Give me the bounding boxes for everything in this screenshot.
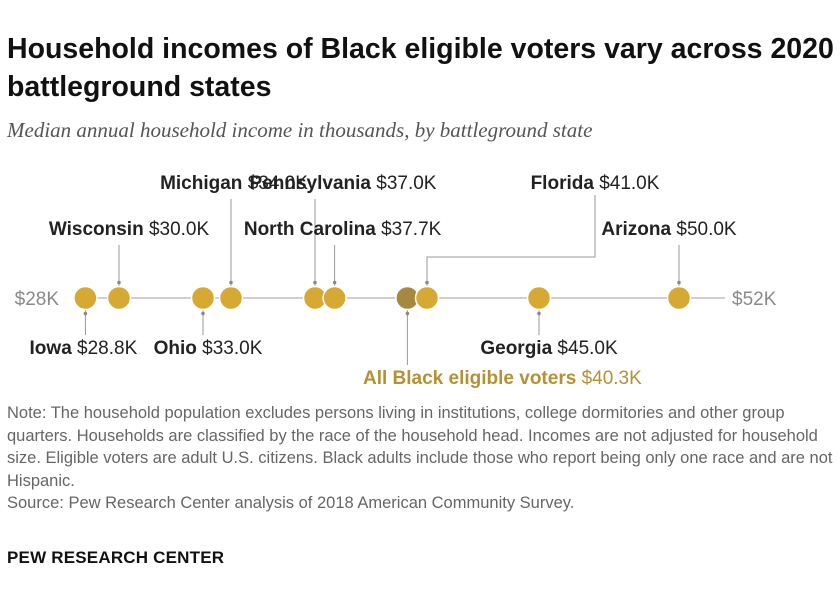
point-arizona <box>666 285 692 311</box>
label-all-black-eligible-voters: All Black eligible voters $40.3K <box>363 368 642 389</box>
chart-note: Note: The household population excludes … <box>7 402 835 515</box>
label-value-iowa: $28.8K <box>72 338 138 359</box>
chart-subtitle: Median annual household income in thousa… <box>7 118 593 142</box>
point-georgia <box>526 285 552 311</box>
label-name-ohio: Ohio <box>154 338 197 359</box>
label-name-all-black-eligible-voters: All Black eligible voters <box>363 368 576 389</box>
label-iowa: Iowa $28.8K <box>30 338 138 359</box>
label-value-michigan: $34.0K <box>242 173 308 194</box>
label-value-arizona: $50.0K <box>671 219 737 240</box>
point-ohio <box>190 285 216 311</box>
label-name-north-carolina: North Carolina <box>244 219 376 240</box>
point-michigan <box>218 285 244 311</box>
point-iowa <box>73 285 98 311</box>
label-name-pennsylvania: Pennsylvania <box>250 173 372 194</box>
leader-end-dot-ohio <box>201 311 205 316</box>
label-wisconsin: Wisconsin $30.0K <box>49 219 210 240</box>
source-text: Source: Pew Research Center analysis of … <box>7 494 575 513</box>
leader-end-dot-iowa <box>83 311 88 316</box>
label-arizona: Arizona $50.0K <box>601 219 737 240</box>
leader-end-dot-all-black-eligible-voters <box>405 311 410 316</box>
leader-end-dot-arizona <box>677 280 681 285</box>
pew-logo-text: PEW RESEARCH CENTER <box>7 548 225 567</box>
leader-line-florida <box>426 195 596 287</box>
note-text: Note: The household population excludes … <box>7 404 833 490</box>
label-value-north-carolina: $37.7K <box>376 219 442 240</box>
leader-end-dot-north-carolina <box>332 280 337 285</box>
axis-max-label: $52K <box>732 289 777 310</box>
label-florida: Florida $41.0K <box>531 173 660 194</box>
label-michigan: Michigan $34.0K <box>160 173 308 194</box>
point-florida <box>414 285 440 311</box>
label-value-georgia: $45.0K <box>552 338 618 359</box>
label-north-carolina: North Carolina $37.7K <box>244 219 442 240</box>
label-name-georgia: Georgia <box>480 338 552 359</box>
leader-end-dot-georgia <box>537 311 541 316</box>
point-wisconsin <box>106 285 132 311</box>
leader-end-dot-pennsylvania <box>313 280 317 285</box>
label-value-pennsylvania: $37.0K <box>371 173 437 194</box>
leader-end-dot-florida <box>425 280 429 285</box>
label-name-florida: Florida <box>531 173 595 194</box>
label-value-ohio: $33.0K <box>197 338 263 359</box>
leader-end-dot-michigan <box>229 280 233 285</box>
leader-end-dot-wisconsin <box>117 280 121 285</box>
label-name-iowa: Iowa <box>30 338 73 359</box>
label-pennsylvania: Pennsylvania $37.0K <box>250 173 437 194</box>
axis-min-label: $28K <box>15 289 60 310</box>
dot-plot-chart: $28K $52K Iowa $28.8K Wisconsin $30.0K Ohio … <box>15 173 777 389</box>
chart-title: Household incomes of Black eligible vote… <box>7 33 834 103</box>
label-value-all-black-eligible-voters: $40.3K <box>576 368 642 389</box>
label-ohio: Ohio $33.0K <box>154 338 263 359</box>
label-name-michigan: Michigan <box>160 173 242 194</box>
label-value-florida: $41.0K <box>594 173 660 194</box>
point-north-carolina <box>322 285 347 311</box>
label-name-wisconsin: Wisconsin <box>49 219 144 240</box>
label-name-arizona: Arizona <box>601 219 671 240</box>
label-value-wisconsin: $30.0K <box>144 219 210 240</box>
label-georgia: Georgia $45.0K <box>480 338 618 359</box>
